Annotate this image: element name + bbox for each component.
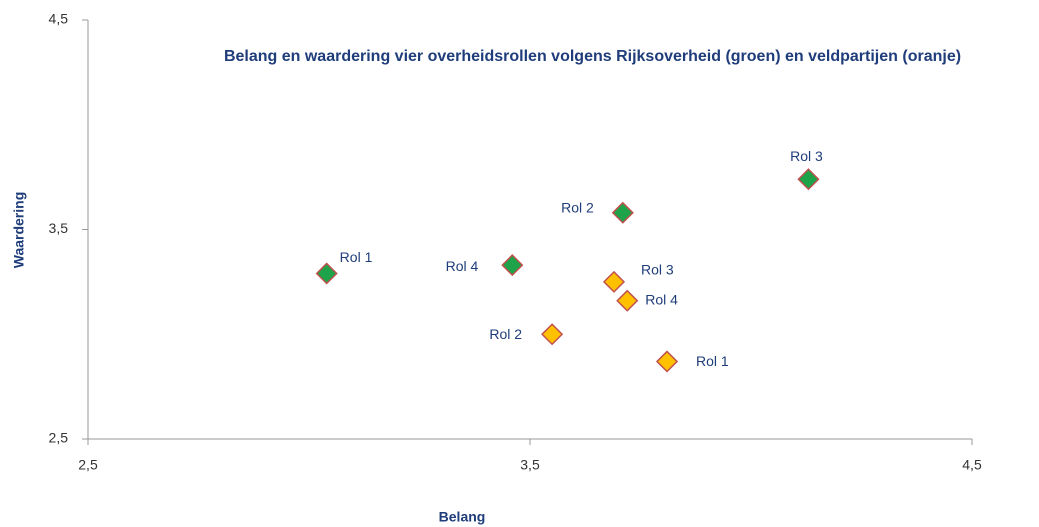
- marker: [611, 201, 634, 224]
- y-tick-label: 3,5: [49, 220, 69, 236]
- point-label: Rol 4: [446, 258, 479, 274]
- y-tick-label: 4,5: [49, 11, 69, 27]
- x-tick-label: 2,5: [78, 457, 98, 473]
- point-label: Rol 2: [561, 199, 594, 215]
- point-label: Rol 3: [790, 148, 823, 164]
- point-label: Rol 2: [489, 326, 522, 342]
- marker: [315, 262, 338, 285]
- marker: [616, 289, 639, 312]
- point-label: Rol 3: [641, 262, 674, 278]
- x-tick-label: 4,5: [962, 457, 982, 473]
- x-tick-label: 3,5: [520, 457, 540, 473]
- chart-title: Belang en waardering vier overheidsrolle…: [223, 48, 962, 65]
- x-axis-title: Belang: [439, 509, 486, 525]
- y-axis-title: Waardering: [11, 192, 27, 269]
- y-tick-label: 2,5: [49, 430, 69, 446]
- marker: [541, 323, 564, 346]
- marker: [655, 350, 679, 373]
- point-label: Rol 1: [340, 249, 373, 265]
- marker: [501, 254, 524, 277]
- marker: [797, 168, 820, 191]
- point-label: Rol 4: [645, 291, 678, 307]
- point-label: Rol 1: [696, 353, 729, 369]
- marker: [602, 270, 626, 293]
